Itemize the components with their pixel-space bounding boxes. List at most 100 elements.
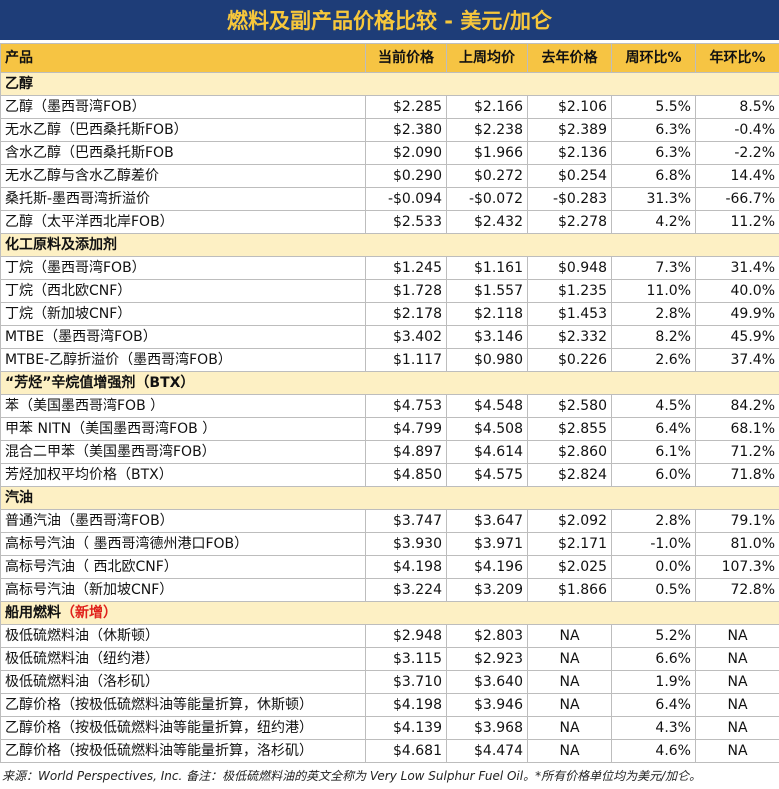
value-cell: 6.6% — [611, 647, 696, 671]
value-cell: 0.5% — [611, 578, 696, 602]
section-row: 船用燃料（新增） — [0, 601, 779, 625]
value-cell: $2.136 — [527, 141, 612, 165]
value-cell: NA — [695, 624, 779, 648]
value-cell: $1.245 — [365, 256, 447, 280]
value-cell: $0.980 — [446, 348, 528, 372]
header-cell: 周环比% — [611, 43, 696, 73]
value-cell: $4.139 — [365, 716, 447, 740]
value-cell: $3.710 — [365, 670, 447, 694]
value-cell: $2.171 — [527, 532, 612, 556]
value-cell: $2.285 — [365, 95, 447, 119]
value-cell: $2.025 — [527, 555, 612, 579]
value-cell: 8.5% — [695, 95, 779, 119]
product-cell: 含水乙醇（巴西桑托斯FOB — [0, 141, 366, 165]
value-cell: $4.753 — [365, 394, 447, 418]
value-cell: $4.508 — [446, 417, 528, 441]
value-cell: 5.2% — [611, 624, 696, 648]
data-row: 高标号汽油（ 西北欧CNF） $4.198 $4.196 $2.025 0.0% 107.… — [0, 555, 779, 579]
header-cell: 当前价格 — [365, 43, 447, 73]
product-cell: 丁烷（新加坡CNF） — [0, 302, 366, 326]
value-cell: 5.5% — [611, 95, 696, 119]
value-cell: 84.2% — [695, 394, 779, 418]
value-cell: 71.2% — [695, 440, 779, 464]
value-cell: $2.923 — [446, 647, 528, 671]
value-cell: $1.557 — [446, 279, 528, 303]
value-cell: 6.4% — [611, 693, 696, 717]
section-name: “芳烃”辛烷值增强剂（BTX） — [5, 375, 195, 391]
value-cell: $3.930 — [365, 532, 447, 556]
value-cell: $4.198 — [365, 693, 447, 717]
value-cell: 40.0% — [695, 279, 779, 303]
value-cell: 6.4% — [611, 417, 696, 441]
value-cell: $4.575 — [446, 463, 528, 487]
product-cell: 甲苯 NITN（美国墨西哥湾FOB ） — [0, 417, 366, 441]
product-cell: 混合二甲苯（美国墨西哥湾FOB） — [0, 440, 366, 464]
value-cell: -$0.094 — [365, 187, 447, 211]
product-cell: 普通汽油（墨西哥湾FOB） — [0, 509, 366, 533]
table-body: 产品 当前价格 上周均价 去年价格 周环比% 年环比% 乙醇乙醇（墨西哥湾FOB） $2.28… — [0, 43, 779, 763]
section-cell: 乙醇 — [0, 72, 779, 96]
data-row: 高标号汽油（新加坡CNF） $3.224 $3.209 $1.866 0.5% 72.8% — [0, 578, 779, 602]
value-cell: NA — [527, 670, 612, 694]
product-cell: 无水乙醇与含水乙醇差价 — [0, 164, 366, 188]
product-cell: 极低硫燃料油（洛杉矶） — [0, 670, 366, 694]
value-cell: 0.0% — [611, 555, 696, 579]
value-cell: 81.0% — [695, 532, 779, 556]
value-cell: $3.209 — [446, 578, 528, 602]
value-cell: $2.178 — [365, 302, 447, 326]
data-row: 乙醇（太平洋西北岸FOB） $2.533 $2.432 $2.278 4.2% 11.2% — [0, 210, 779, 234]
value-cell: 71.8% — [695, 463, 779, 487]
data-row: 乙醇价格（按极低硫燃料油等能量折算，休斯顿） $4.198 $3.946 NA 6.4%… — [0, 693, 779, 717]
value-cell: 79.1% — [695, 509, 779, 533]
value-cell: $2.332 — [527, 325, 612, 349]
value-cell: $2.278 — [527, 210, 612, 234]
product-cell: 乙醇价格（按极低硫燃料油等能量折算，休斯顿） — [0, 693, 366, 717]
header-cell: 去年价格 — [527, 43, 612, 73]
value-cell: NA — [527, 739, 612, 763]
value-cell: 2.6% — [611, 348, 696, 372]
section-row: “芳烃”辛烷值增强剂（BTX） — [0, 371, 779, 395]
product-cell: 丁烷（墨西哥湾FOB） — [0, 256, 366, 280]
value-cell: 7.3% — [611, 256, 696, 280]
value-cell: $2.092 — [527, 509, 612, 533]
value-cell: $0.290 — [365, 164, 447, 188]
value-cell: $4.897 — [365, 440, 447, 464]
value-cell: 1.9% — [611, 670, 696, 694]
value-cell: $2.166 — [446, 95, 528, 119]
value-cell: -66.7% — [695, 187, 779, 211]
value-cell: $1.728 — [365, 279, 447, 303]
section-cell: 化工原料及添加剂 — [0, 233, 779, 257]
data-row: 丁烷（新加坡CNF） $2.178 $2.118 $1.453 2.8% 49.9% — [0, 302, 779, 326]
value-cell: 11.2% — [695, 210, 779, 234]
value-cell: $2.855 — [527, 417, 612, 441]
section-name: 乙醇 — [5, 76, 33, 92]
data-row: 极低硫燃料油（纽约港） $3.115 $2.923 NA 6.6% NA — [0, 647, 779, 671]
value-cell: 45.9% — [695, 325, 779, 349]
value-cell: $1.453 — [527, 302, 612, 326]
data-row: 含水乙醇（巴西桑托斯FOB $2.090 $1.966 $2.136 6.3% -2.2% — [0, 141, 779, 165]
header-cell: 产品 — [0, 43, 366, 73]
title-bar: 燃料及副产品价格比较 - 美元/加仑 — [0, 0, 779, 40]
data-row: 桑托斯-墨西哥湾折溢价 -$0.094 -$0.072 -$0.283 31.3% -66… — [0, 187, 779, 211]
value-cell: $3.640 — [446, 670, 528, 694]
value-cell: 2.8% — [611, 302, 696, 326]
value-cell: $2.380 — [365, 118, 447, 142]
value-cell: 31.4% — [695, 256, 779, 280]
product-cell: 乙醇价格（按极低硫燃料油等能量折算，洛杉矶） — [0, 739, 366, 763]
value-cell: $2.580 — [527, 394, 612, 418]
value-cell: 31.3% — [611, 187, 696, 211]
value-cell: $2.118 — [446, 302, 528, 326]
section-cell: “芳烃”辛烷值增强剂（BTX） — [0, 371, 779, 395]
value-cell: $0.226 — [527, 348, 612, 372]
header-row: 产品 当前价格 上周均价 去年价格 周环比% 年环比% — [0, 43, 779, 73]
data-row: 乙醇（墨西哥湾FOB） $2.285 $2.166 $2.106 5.5% 8.5% — [0, 95, 779, 119]
product-cell: 无水乙醇（巴西桑托斯FOB） — [0, 118, 366, 142]
data-row: 甲苯 NITN（美国墨西哥湾FOB ） $4.799 $4.508 $2.855 6.4… — [0, 417, 779, 441]
value-cell: $4.850 — [365, 463, 447, 487]
section-cell: 汽油 — [0, 486, 779, 510]
value-cell: $3.647 — [446, 509, 528, 533]
data-row: 苯（美国墨西哥湾FOB ） $4.753 $4.548 $2.580 4.5% 84.2% — [0, 394, 779, 418]
header-cell: 上周均价 — [446, 43, 528, 73]
value-cell: 8.2% — [611, 325, 696, 349]
value-cell: 2.8% — [611, 509, 696, 533]
